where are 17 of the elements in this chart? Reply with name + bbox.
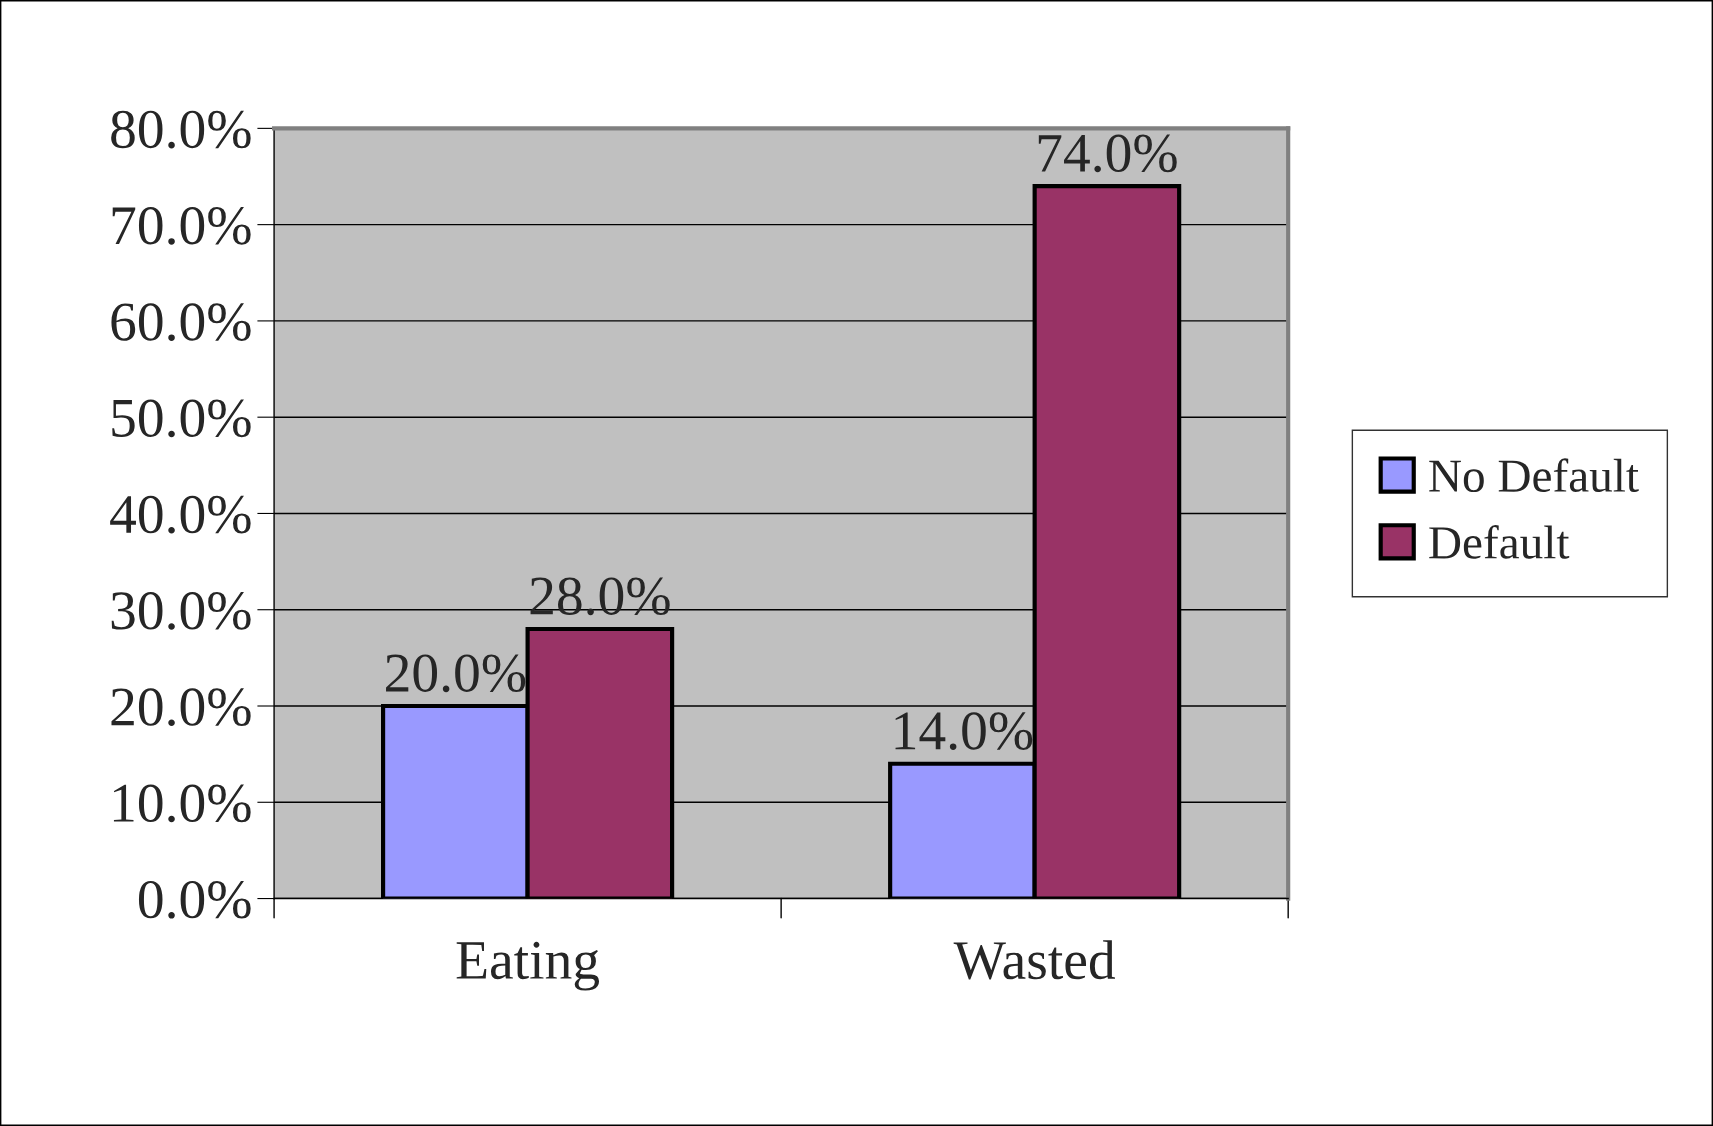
data-label: 20.0% <box>386 654 526 693</box>
y-tick-label: 20.0% <box>111 688 251 727</box>
data-label: 74.0% <box>1038 134 1177 173</box>
y-tick-label: 70.0% <box>112 206 251 245</box>
legend-label: No Default <box>1429 458 1639 493</box>
y-tick-label: 60.0% <box>111 303 251 341</box>
y-tick-label: 80.0% <box>111 110 251 149</box>
data-label: 14.0% <box>895 712 1033 750</box>
y-tick-label: 50.0% <box>112 399 251 438</box>
y-tick-label: 40.0% <box>110 495 251 534</box>
x-tick-label: Wasted <box>953 940 1116 980</box>
y-tick-label: 10.0% <box>113 784 251 823</box>
y-tick-label: 0.0% <box>138 880 251 919</box>
legend-label: Default <box>1429 525 1570 559</box>
y-tick-label: 30.0% <box>111 592 251 630</box>
x-tick-label: Eating <box>456 941 600 991</box>
data-label: 28.0% <box>530 577 670 616</box>
